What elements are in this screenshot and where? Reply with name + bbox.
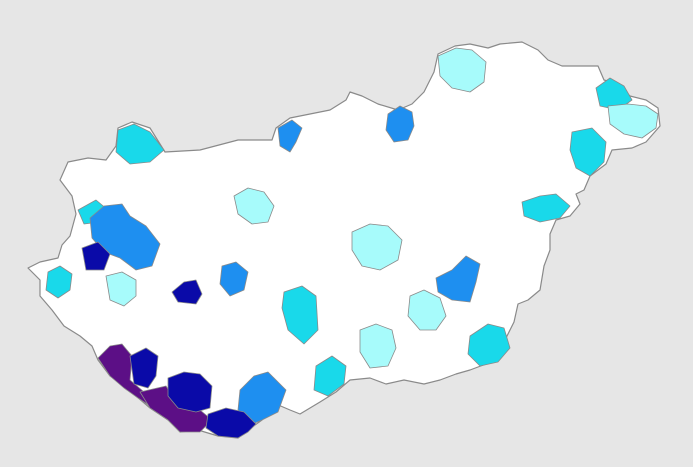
district-north-west-blue[interactable] — [277, 119, 303, 153]
district-north-blue[interactable] — [385, 105, 415, 143]
district-central-teal[interactable] — [281, 285, 319, 345]
district-east-blue[interactable] — [435, 255, 481, 303]
district-south-navy[interactable] — [205, 407, 257, 439]
district-west-teal[interactable] — [45, 265, 73, 299]
district-south-light[interactable] — [359, 323, 397, 369]
district-southeast-teal[interactable] — [467, 323, 511, 367]
district-northeast-teal[interactable] — [595, 77, 633, 111]
district-northeast-light[interactable] — [437, 47, 487, 93]
district-southwest-navy-2[interactable] — [167, 371, 213, 413]
district-central-light[interactable] — [351, 223, 403, 271]
district-east-teal[interactable] — [521, 193, 571, 223]
district-southeast-light[interactable] — [407, 289, 447, 331]
district-southwest-navy-1[interactable] — [129, 347, 159, 389]
district-central-west-blue[interactable] — [219, 261, 249, 297]
district-west-light[interactable] — [105, 271, 137, 307]
district-west-navy[interactable] — [81, 241, 111, 271]
district-north-light[interactable] — [233, 187, 275, 225]
district-west-central-navy[interactable] — [171, 279, 203, 305]
district-north-teal[interactable] — [115, 123, 165, 165]
district-south-central-teal[interactable] — [313, 355, 347, 397]
district-far-east-teal[interactable] — [569, 127, 607, 177]
district-east-light[interactable] — [607, 103, 659, 139]
